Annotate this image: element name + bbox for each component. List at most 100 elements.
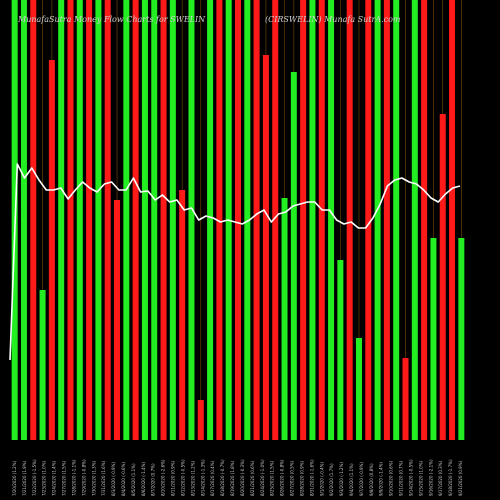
bar — [439, 114, 446, 440]
x-tick-label: 9/21/2020 (0.9%) — [458, 460, 463, 496]
x-tick-label: 8/5/2020 (1.1%) — [131, 463, 136, 496]
x-tick-label: 8/28/2020 (0.9%) — [299, 460, 304, 496]
x-tick-label: 8/25/2020 (1.5%) — [270, 460, 275, 496]
bar — [188, 0, 195, 440]
bar — [179, 190, 186, 440]
x-tick-label: 9/16/2020 (-2.1%) — [428, 459, 433, 496]
x-tick-label: 9/18/2020 (-1.7%) — [448, 459, 453, 496]
bar — [20, 0, 27, 440]
bar — [383, 0, 390, 440]
x-tick-label: 7/24/2020 (1.4%) — [52, 460, 57, 496]
x-tick-label: 9/10/2020 (0.6%) — [389, 460, 394, 496]
x-tick-label: 9/11/2020 (0.7%) — [399, 460, 404, 496]
price-line — [9, 163, 461, 361]
bar — [449, 0, 456, 440]
x-tick-label: 9/15/2020 (1.0%) — [418, 460, 423, 496]
x-tick-label: 9/9/2020 (-1.4%) — [379, 462, 384, 496]
x-tick-label: 7/28/2020 (-1.1%) — [71, 459, 76, 496]
bar — [67, 0, 74, 440]
bar — [262, 55, 269, 440]
bar — [253, 0, 260, 440]
chart-title-right: (CIRSWELIN) Munafa SutrA.com — [265, 15, 401, 24]
x-tick-label: 8/18/2020 (-0.7%) — [220, 459, 225, 496]
bar — [393, 0, 400, 440]
x-tick-label: 8/24/2020 (-1.0%) — [260, 459, 265, 496]
bar — [141, 0, 148, 440]
x-tick-label: 8/19/2020 (1.8%) — [230, 460, 235, 496]
bar — [169, 0, 176, 440]
bar — [318, 0, 325, 440]
x-tick-label: 7/22/2020 (-1.5%) — [32, 459, 37, 496]
x-tick-label: 8/3/2020 (-0.9%) — [111, 462, 116, 496]
bar — [76, 0, 83, 440]
bar — [421, 0, 428, 440]
x-tick-label: 8/27/2020 (0.5%) — [290, 460, 295, 496]
x-tick-label: 8/26/2020 (-0.8%) — [280, 459, 285, 496]
x-tick-label: 7/27/2020 (1.5%) — [62, 460, 67, 496]
bar — [216, 0, 223, 440]
bar — [290, 72, 297, 440]
bar — [300, 0, 307, 440]
x-tick-label: 9/2/2020 (1.7%) — [329, 463, 334, 496]
bar — [48, 60, 55, 440]
bar — [104, 0, 111, 440]
bar — [160, 0, 167, 440]
bar — [365, 0, 372, 440]
bar — [402, 358, 409, 440]
x-tick-label: 9/1/2020 (-0.4%) — [319, 462, 324, 496]
bar — [244, 0, 251, 440]
x-tick-label: 8/20/2020 (-0.3%) — [240, 459, 245, 496]
x-tick-label: 8/11/2020 (0.9%) — [171, 460, 176, 496]
x-tick-label: 8/14/2020 (-1.3%) — [200, 459, 205, 496]
bar — [281, 198, 288, 440]
bar — [58, 0, 65, 440]
bar — [337, 260, 344, 440]
x-tick-label: 8/6/2020 (-1.4%) — [141, 462, 146, 496]
bar — [132, 0, 139, 440]
x-tick-label: 7/30/2020 (1.3%) — [91, 460, 96, 496]
x-tick-label: 8/4/2020 (-0.6%) — [121, 462, 126, 496]
bar — [95, 0, 102, 440]
x-tick-label: 8/7/2020 (0.7%) — [151, 463, 156, 496]
x-tick-label: 8/12/2020 (-0.5%) — [180, 459, 185, 496]
bar — [39, 290, 46, 440]
bar-series — [11, 0, 465, 440]
x-tick-label: 8/31/2020 (-1.6%) — [309, 459, 314, 496]
bar — [430, 238, 437, 440]
bar — [197, 400, 204, 440]
bar — [151, 0, 158, 440]
price-line-series — [9, 163, 461, 361]
bar — [207, 0, 214, 440]
x-tick-label: 9/17/2020 (0.3%) — [438, 460, 443, 496]
bar — [86, 0, 93, 440]
bar — [272, 0, 279, 440]
bar — [114, 200, 121, 440]
x-tick-label: 8/17/2020 (0.4%) — [210, 460, 215, 496]
x-tick-label: 7/20/2020 (1.2%) — [12, 460, 17, 496]
bar — [374, 0, 381, 440]
bar — [30, 0, 37, 440]
bar — [458, 238, 465, 440]
bar — [346, 0, 353, 440]
bar — [123, 0, 130, 440]
bar — [411, 0, 418, 440]
bar — [235, 0, 241, 440]
chart-title-left: MunafaSutra Money Flow Charts for SWELIN — [17, 15, 206, 24]
x-tick-label: 9/7/2020 (-0.9%) — [359, 462, 364, 496]
x-tick-label: 9/4/2020 (1.1%) — [349, 463, 354, 496]
x-tick-label: 8/10/2020 (-2.6%) — [161, 459, 166, 496]
x-tick-label: 7/23/2020 (1.0%) — [42, 460, 47, 496]
x-tick-label: 9/8/2020 (0.8%) — [369, 463, 374, 496]
x-tick-label: 7/31/2020 (1.6%) — [101, 460, 106, 496]
x-axis-tick-labels: 7/20/2020 (1.2%) 7/21/2020 (1.9%) 7/22/202… — [12, 459, 463, 496]
x-tick-label: 7/21/2020 (1.9%) — [22, 460, 27, 496]
x-tick-label: 8/21/2020 (0.6%) — [250, 460, 255, 496]
bar — [328, 0, 335, 440]
bar — [355, 338, 362, 440]
x-tick-label: 9/14/2020 (-0.5%) — [408, 459, 413, 496]
x-tick-label: 8/13/2020 (1.2%) — [190, 460, 195, 496]
x-tick-label: 7/29/2020 (-0.8%) — [81, 459, 86, 496]
x-tick-label: 9/3/2020 (-1.2%) — [339, 462, 344, 496]
